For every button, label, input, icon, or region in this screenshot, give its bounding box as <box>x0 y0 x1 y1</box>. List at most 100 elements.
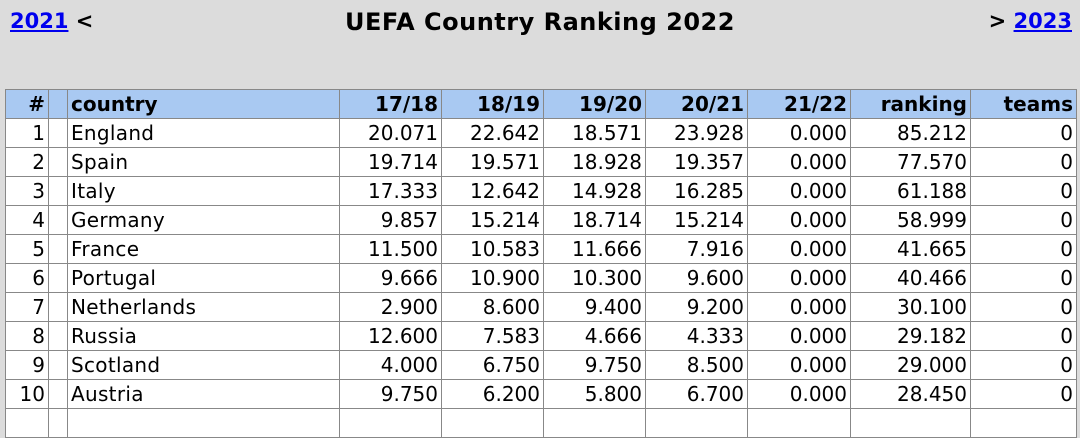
cell-season: 0.000 <box>747 176 851 206</box>
cell-teams: 0 <box>970 234 1077 264</box>
column-spacer <box>48 89 68 119</box>
cell-season: 0.000 <box>747 147 851 177</box>
cell-season: 11.500 <box>339 234 442 264</box>
cell-rank: 3 <box>5 176 49 206</box>
column-header-season: 21/22 <box>747 89 851 119</box>
cell-season <box>441 408 544 438</box>
cell-season: 9.750 <box>543 350 646 380</box>
cell-season: 23.928 <box>645 118 748 148</box>
previous-arrow: < <box>75 9 94 33</box>
column-header-teams: teams <box>970 89 1077 119</box>
column-header-rank: # <box>5 89 49 119</box>
cell-season: 12.600 <box>339 321 442 351</box>
column-header-season: 19/20 <box>543 89 646 119</box>
row-spacer <box>48 205 68 235</box>
cell-ranking: 41.665 <box>850 234 971 264</box>
cell-rank: 8 <box>5 321 49 351</box>
cell-teams <box>970 408 1077 438</box>
cell-teams: 0 <box>970 350 1077 380</box>
cell-teams: 0 <box>970 205 1077 235</box>
cell-rank: 4 <box>5 205 49 235</box>
cell-season: 4.333 <box>645 321 748 351</box>
cell-season: 9.200 <box>645 292 748 322</box>
cell-country <box>67 408 340 438</box>
cell-season: 7.916 <box>645 234 748 264</box>
row-spacer <box>48 408 68 438</box>
cell-season: 9.750 <box>339 379 442 409</box>
cell-season: 19.357 <box>645 147 748 177</box>
column-header-country: country <box>67 89 340 119</box>
cell-season: 0.000 <box>747 263 851 293</box>
cell-season: 17.333 <box>339 176 442 206</box>
cell-rank: 10 <box>5 379 49 409</box>
cell-season: 9.857 <box>339 205 442 235</box>
cell-teams: 0 <box>970 118 1077 148</box>
cell-teams: 0 <box>970 292 1077 322</box>
cell-season: 4.000 <box>339 350 442 380</box>
cell-season: 6.750 <box>441 350 544 380</box>
table-row: 3 Italy 17.333 12.642 14.928 16.285 0.000 61.18… <box>5 176 1077 206</box>
row-spacer <box>48 321 68 351</box>
cell-teams: 0 <box>970 147 1077 177</box>
cell-season: 15.214 <box>441 205 544 235</box>
cell-rank: 1 <box>5 118 49 148</box>
next-year-nav: > 2023 <box>989 9 1072 33</box>
cell-ranking: 85.212 <box>850 118 971 148</box>
row-spacer <box>48 379 68 409</box>
cell-season: 4.666 <box>543 321 646 351</box>
cell-country: Scotland <box>67 350 340 380</box>
next-arrow: > <box>988 9 1007 33</box>
table-row: 2 Spain 19.714 19.571 18.928 19.357 0.000 77.57… <box>5 147 1077 177</box>
cell-season: 0.000 <box>747 379 851 409</box>
cell-season: 6.200 <box>441 379 544 409</box>
cell-season <box>339 408 442 438</box>
cell-rank: 9 <box>5 350 49 380</box>
cell-season: 11.666 <box>543 234 646 264</box>
cell-ranking: 77.570 <box>850 147 971 177</box>
cell-season: 0.000 <box>747 118 851 148</box>
cell-country: Spain <box>67 147 340 177</box>
cell-ranking: 29.182 <box>850 321 971 351</box>
cell-ranking: 29.000 <box>850 350 971 380</box>
cell-rank: 6 <box>5 263 49 293</box>
cell-season: 8.600 <box>441 292 544 322</box>
row-spacer <box>48 234 68 264</box>
cell-season: 0.000 <box>747 292 851 322</box>
table-row: 8 Russia 12.600 7.583 4.666 4.333 0.000 29.182 0 <box>5 321 1077 351</box>
cell-country: Germany <box>67 205 340 235</box>
cell-season: 14.928 <box>543 176 646 206</box>
row-spacer <box>48 350 68 380</box>
cell-ranking: 61.188 <box>850 176 971 206</box>
row-spacer <box>48 176 68 206</box>
row-spacer <box>48 263 68 293</box>
cell-season: 18.571 <box>543 118 646 148</box>
top-navigation: 2021 < UEFA Country Ranking 2022 > 2023 <box>0 0 1080 50</box>
cell-country: Netherlands <box>67 292 340 322</box>
cell-season: 7.583 <box>441 321 544 351</box>
next-year-link[interactable]: 2023 <box>1013 9 1072 33</box>
cell-ranking: 40.466 <box>850 263 971 293</box>
cell-teams: 0 <box>970 379 1077 409</box>
cell-season: 6.700 <box>645 379 748 409</box>
cell-season: 10.300 <box>543 263 646 293</box>
table-row: 5 France 11.500 10.583 11.666 7.916 0.000 41.66… <box>5 234 1077 264</box>
cell-rank: 2 <box>5 147 49 177</box>
previous-year-link[interactable]: 2021 <box>10 9 69 33</box>
row-spacer <box>48 147 68 177</box>
column-header-ranking: ranking <box>850 89 971 119</box>
cell-season: 15.214 <box>645 205 748 235</box>
cell-ranking: 28.450 <box>850 379 971 409</box>
cell-season: 19.714 <box>339 147 442 177</box>
cell-rank: 7 <box>5 292 49 322</box>
cell-season: 18.714 <box>543 205 646 235</box>
table-row: 4 Germany 9.857 15.214 18.714 15.214 0.000 58.9… <box>5 205 1077 235</box>
header-row: # country 17/18 18/19 19/20 20/21 21/22 … <box>5 89 1077 119</box>
page-title: UEFA Country Ranking 2022 <box>345 8 735 36</box>
cell-season: 16.285 <box>645 176 748 206</box>
cell-ranking: 58.999 <box>850 205 971 235</box>
cell-season: 20.071 <box>339 118 442 148</box>
cell-season: 8.500 <box>645 350 748 380</box>
cell-season: 9.400 <box>543 292 646 322</box>
row-spacer <box>48 292 68 322</box>
cell-season: 19.571 <box>441 147 544 177</box>
